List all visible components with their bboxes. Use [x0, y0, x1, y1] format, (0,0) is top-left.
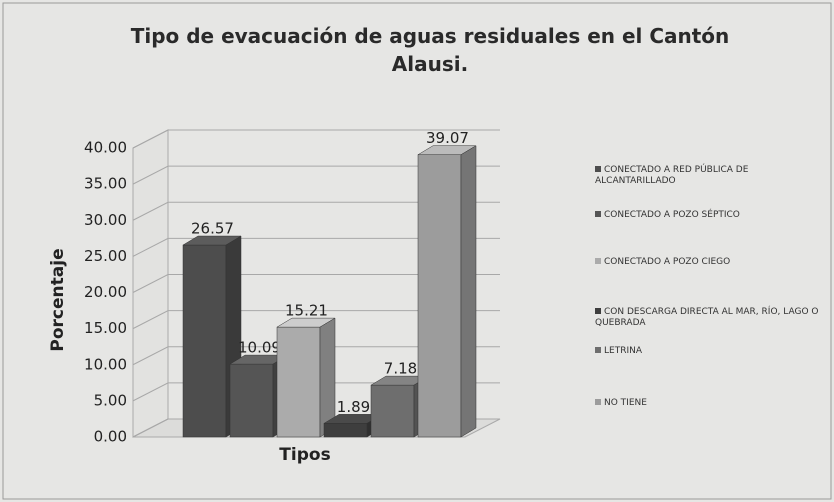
y-tick-label: 20.00	[84, 283, 127, 301]
legend-swatch	[595, 399, 601, 405]
y-tick-label: 15.00	[84, 319, 127, 337]
legend-item: LETRINA	[595, 346, 820, 357]
legend-item: CONECTADO A POZO CIEGO	[595, 257, 820, 268]
y-tick-label: 30.00	[84, 211, 127, 229]
bar	[323, 423, 368, 438]
y-tick-label: 40.00	[84, 139, 127, 157]
legend-item: CON DESCARGA DIRECTA AL MAR, RÍO, LAGO O…	[595, 307, 820, 329]
legend-item: CONECTADO A POZO SÉPTICO	[595, 210, 820, 221]
legend-label: CONECTADO A POZO SÉPTICO	[604, 210, 740, 220]
legend-label: CONECTADO A RED PÚBLICA DE ALCANTARILLAD…	[595, 165, 749, 186]
bar-side	[460, 145, 477, 438]
legend-item: NO TIENE	[595, 398, 820, 409]
y-tick-label: 5.00	[94, 391, 127, 409]
grid-line	[132, 346, 500, 366]
value-label: 15.21	[285, 302, 328, 320]
legend-label: CON DESCARGA DIRECTA AL MAR, RÍO, LAGO O…	[595, 307, 819, 328]
bar	[182, 244, 227, 438]
value-label: 7.18	[384, 360, 417, 378]
legend-swatch	[595, 211, 601, 217]
value-label: 1.89	[337, 398, 370, 416]
y-tick-label: 10.00	[84, 355, 127, 373]
legend-swatch	[595, 308, 601, 314]
x-axis-label: Tipos	[279, 445, 330, 465]
grid-line	[132, 274, 500, 293]
legend-label: LETRINA	[604, 346, 642, 356]
legend-swatch	[595, 258, 601, 264]
legend-label: NO TIENE	[604, 398, 647, 408]
grid-line	[132, 237, 500, 257]
legend-swatch	[595, 347, 601, 353]
grid-line	[132, 201, 500, 221]
bar	[276, 326, 321, 438]
y-tick-label: 25.00	[84, 247, 127, 265]
chart-title: Tipo de evacuación de aguas residuales e…	[130, 24, 730, 76]
bar	[370, 384, 415, 438]
grid-line	[132, 310, 500, 330]
y-tick-label: 35.00	[84, 175, 127, 193]
legend-item: CONECTADO A RED PÚBLICA DE ALCANTARILLAD…	[595, 165, 820, 187]
bar	[417, 154, 462, 438]
grid-line	[132, 129, 500, 149]
value-label: 26.57	[191, 220, 234, 238]
bar	[229, 363, 274, 438]
value-label: 39.07	[426, 129, 469, 147]
value-label: 10.09	[238, 339, 281, 357]
legend-swatch	[595, 166, 601, 172]
grid-line	[132, 165, 500, 185]
y-tick-label: 0.00	[94, 428, 127, 446]
y-axis-label: Porcentaje	[48, 248, 68, 351]
legend-label: CONECTADO A POZO CIEGO	[604, 257, 731, 267]
